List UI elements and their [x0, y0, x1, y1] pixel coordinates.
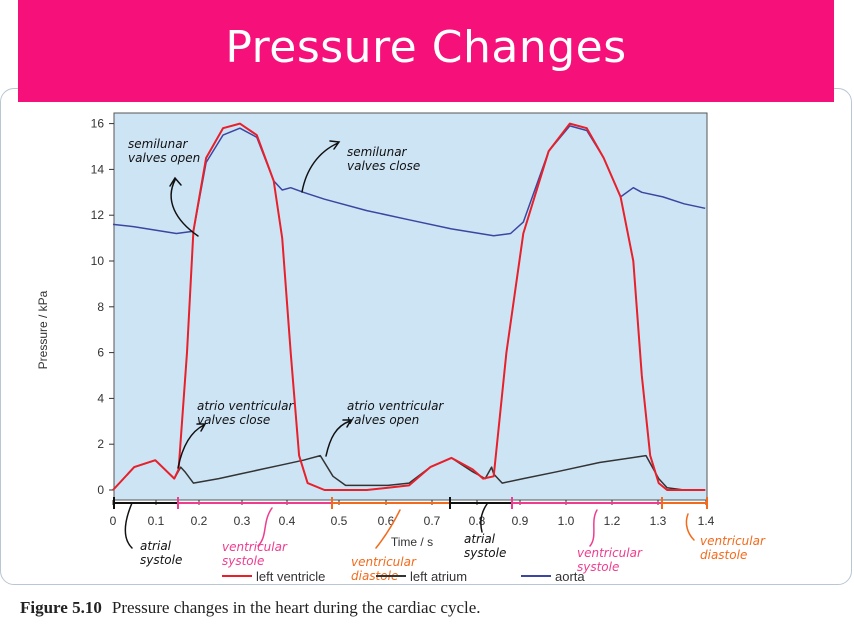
y-tick-label: 10 — [91, 254, 105, 268]
x-tick-label: 0.9 — [512, 514, 529, 528]
legend-label: left atrium — [410, 569, 467, 584]
annotation-ventricular-diastole-2: ventricular — [700, 534, 766, 548]
arrow-ventricular-diastole-1 — [375, 509, 401, 549]
x-tick-label: 1.0 — [558, 514, 575, 528]
arrow-semilunar-open — [169, 176, 199, 237]
y-tick-label: 14 — [91, 162, 105, 176]
x-tick-label: 0.1 — [148, 514, 165, 528]
left-ventricle-line — [112, 122, 706, 491]
y-axis-label: Pressure / kPa — [36, 290, 50, 369]
title-banner: Pressure Changes — [18, 0, 834, 102]
arrow-av-close — [177, 423, 207, 469]
x-tick-label: 0.2 — [191, 514, 208, 528]
x-axis-label: Time / s — [391, 535, 433, 549]
annotation-ventricular-systole-2: ventricular — [577, 546, 643, 560]
arrow-ventricular-systole-2 — [589, 509, 598, 547]
annotation-av-close: valves close — [197, 413, 270, 427]
slide-title: Pressure Changes — [225, 22, 627, 73]
x-tick-label: 1.2 — [604, 514, 621, 528]
annotation-semilunar-open: valves open — [128, 151, 200, 165]
arrow-atrial-systole-1 — [124, 502, 133, 549]
x-tick-label: 0.7 — [424, 514, 441, 528]
x-tick-label: 1.3 — [650, 514, 667, 528]
y-tick-label: 8 — [97, 300, 104, 314]
arrow-semilunar-close — [301, 140, 341, 193]
x-tick-label: 0.6 — [378, 514, 395, 528]
annotation-av-close: atrio ventricular — [197, 399, 294, 413]
annotation-av-open: atrio ventricular — [347, 399, 444, 413]
annotation-atrial-systole-2: systole — [464, 546, 506, 560]
figure-caption-text: Pressure changes in the heart during the… — [111, 598, 481, 617]
arrow-ventricular-diastole-2 — [685, 513, 695, 541]
figure-number: Figure 5.10 — [20, 598, 102, 617]
y-tick-label: 2 — [97, 437, 104, 451]
x-tick-label: 0 — [110, 514, 117, 528]
annotation-semilunar-close: semilunar — [347, 145, 408, 159]
x-tick-label: 0.3 — [234, 514, 251, 528]
annotation-atrial-systole-1: systole — [140, 553, 182, 567]
annotation-atrial-systole-2: atrial — [464, 532, 496, 546]
figure-caption: Figure 5.10 Pressure changes in the heart… — [20, 598, 481, 618]
annotation-ventricular-diastole-2: diastole — [700, 548, 747, 562]
legend-label: aorta — [555, 569, 585, 584]
arrow-ventricular-systole-1 — [257, 507, 273, 547]
x-tick-label: 0.4 — [279, 514, 296, 528]
arrow-atrial-systole-2 — [480, 503, 488, 533]
annotation-ventricular-diastole-1: diastole — [351, 569, 398, 583]
annotation-semilunar-open: semilunar — [128, 137, 189, 151]
plot-area — [113, 112, 708, 501]
annotation-semilunar-close: valves close — [347, 159, 420, 173]
annotation-atrial-systole-1: atrial — [140, 539, 172, 553]
y-tick-label: 0 — [97, 483, 104, 497]
annotation-ventricular-systole-1: systole — [222, 554, 264, 568]
annotation-ventricular-diastole-1: ventricular — [351, 555, 417, 569]
x-tick-label: 0.8 — [469, 514, 486, 528]
y-tick-label: 6 — [97, 346, 104, 360]
y-tick-label: 12 — [91, 208, 105, 222]
y-tick-label: 16 — [91, 117, 105, 131]
left-atrium-line — [112, 454, 706, 491]
y-tick-label: 4 — [97, 391, 104, 405]
annotation-av-open: valves open — [347, 413, 419, 427]
annotation-ventricular-systole-2: systole — [577, 560, 619, 574]
arrow-av-open — [325, 419, 353, 457]
x-tick-label: 0.5 — [331, 514, 348, 528]
x-tick-label: 1.4 — [698, 514, 715, 528]
legend-label: left ventricle — [256, 569, 325, 584]
annotation-ventricular-systole-1: ventricular — [222, 540, 288, 554]
